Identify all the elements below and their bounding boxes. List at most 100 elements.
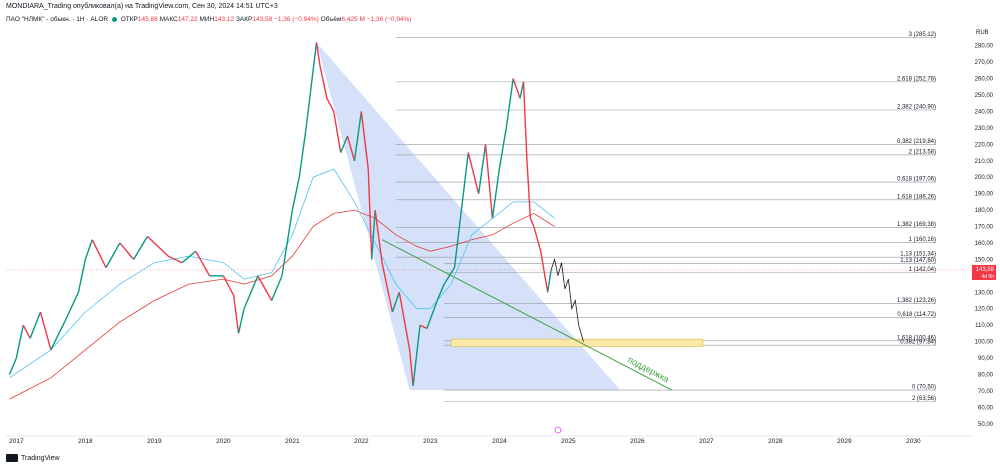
volume-label: Объём [320,16,342,23]
price-segment [243,275,259,309]
price-segment [374,210,383,263]
price-segment [195,250,211,277]
price-segment [77,259,87,293]
support-zone[interactable] [450,338,704,347]
y-tick-label: 70,00 [978,389,994,395]
x-tick-label: 2022 [354,438,369,445]
price-segment [291,177,300,211]
price-segment [381,262,394,313]
volume-value: 6,425 M [341,16,365,23]
open-label: ОТКР [120,16,138,23]
y-tick-label: 150,00 [975,257,994,263]
y-tick-label: 240,00 [975,109,994,115]
fib-level-label: 1,382 (169,38) [897,222,936,228]
price-segment [222,275,235,296]
fib-level-label: 1,13 (147,60) [900,258,936,264]
fib-level-label: 0,618 (114,72) [897,312,936,318]
fib-level-label: 1,618 (186,26) [897,194,936,200]
price-segment [529,218,535,227]
price-segment [360,111,369,170]
price-segment [443,267,456,285]
projection-path[interactable] [550,257,584,342]
y-tick-label: 180,00 [975,208,994,214]
price-segment [167,255,183,264]
bar-countdown-text: 4d 9h [981,274,994,280]
footer-brand: TradingView [6,454,60,462]
price-segment [398,292,411,350]
y-tick-label: 50,00 [978,422,994,428]
fib-level-label: 0 (70,50) [912,385,936,391]
price-segment [346,135,356,161]
y-tick-label: 130,00 [975,290,994,296]
x-tick-label: 2028 [768,438,783,445]
price-segment [133,236,149,260]
high-label: МАКС [159,16,178,23]
price-segment [367,168,373,260]
y-tick-label: 280,00 [975,44,994,50]
x-tick-label: 2029 [837,438,852,445]
y-tick-label: 230,00 [975,126,994,132]
x-tick-label: 2018 [78,438,93,445]
y-tick-label: 200,00 [975,175,994,181]
price-segment [319,65,328,99]
y-tick-label: 160,00 [975,241,994,247]
price-segment [29,311,42,339]
low-label: МИН [199,16,215,23]
price-segment [91,239,107,268]
price-segment [326,97,335,112]
fib-level-label: 1,618 (100,46) [897,335,936,341]
current-price-badge [972,264,996,280]
y-tick-label: 90,00 [978,356,994,362]
price-segment [484,144,494,219]
price-segment [8,357,17,375]
price-segment [353,111,363,161]
price-segment [50,321,66,351]
price-segment [281,209,294,276]
x-tick-label: 2020 [216,438,231,445]
fib-level-label: 1,13 (151,34) [900,252,936,258]
y-tick-label: 190,00 [975,192,994,198]
x-tick-label: 2017 [9,438,24,445]
price-segment [146,235,155,244]
x-tick-label: 2019 [147,438,162,445]
y-tick-label: 100,00 [975,340,994,346]
price-segment [505,78,514,129]
price-segment [315,42,321,66]
fib-level-label: 1 (160,16) [909,237,936,243]
tradingview-logo-icon [6,454,18,462]
publisher-line: MONDIARA_Trading опубликовал(а) на Tradi… [6,3,278,10]
price-segment [333,111,342,153]
price-segment [298,127,307,178]
fib-level-label: 0,382 (97,84) [900,340,936,346]
price-segment [546,269,552,293]
x-tick-label: 2025 [561,438,576,445]
footer-brand-text: TradingView [21,454,60,462]
y-tick-label: 220,00 [975,142,994,148]
fib-level-label: 1 (142,04) [909,267,936,273]
support-trendline[interactable] [381,239,673,391]
fib-level-label: 3 (285,12) [909,32,936,38]
price-segment [15,325,24,359]
current-price-text: 143,58 [976,267,995,273]
event-marker-icon[interactable] [554,426,562,434]
fib-level-label: 0,618 (197,06) [897,177,936,183]
symbol-name[interactable]: ПАО "НЛМК" - обыкн. · 1Н · ALOR [6,16,109,23]
price-segment [305,42,318,128]
price-segment [105,242,121,268]
price-segment [271,275,283,301]
fib-level-label: 2 (213,58) [909,149,936,155]
price-segment [22,324,31,339]
ma-slow-line[interactable] [9,209,555,400]
ma-fast-line[interactable] [9,168,555,379]
y-tick-label: 210,00 [975,159,994,165]
price-segment [119,242,135,260]
y-tick-label: 110,00 [975,323,994,329]
price-segment [408,349,414,387]
close-value: 143,58 [252,16,273,23]
x-tick-label: 2024 [492,438,507,445]
fib-level-label: 0,382 (219,84) [897,139,936,145]
price-segment [64,291,80,323]
price-segment [467,152,480,194]
price-segment [477,144,487,194]
